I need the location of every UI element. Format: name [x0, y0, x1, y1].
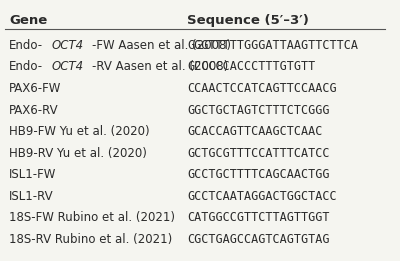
Text: ISL1-FW: ISL1-FW	[9, 168, 56, 181]
Text: 18S-RV Rubino et al. (2021): 18S-RV Rubino et al. (2021)	[9, 233, 172, 246]
Text: GCTGCGTTTCCATTTCATCC: GCTGCGTTTCCATTTCATCC	[187, 147, 330, 160]
Text: GCCCCCACCCTTTGTGTT: GCCCCCACCCTTTGTGTT	[187, 60, 316, 73]
Text: Endo-: Endo-	[9, 60, 43, 73]
Text: GGGTTTTTGGGATTAAGTTCTTCA: GGGTTTTTGGGATTAAGTTCTTCA	[187, 39, 358, 52]
Text: Gene: Gene	[9, 14, 47, 27]
Text: Sequence (5′–3′): Sequence (5′–3′)	[187, 14, 309, 27]
Text: CCAACTCCATCAGTTCCAACG: CCAACTCCATCAGTTCCAACG	[187, 82, 337, 95]
Text: CATGGCCGTTCTTAGTTGGT: CATGGCCGTTCTTAGTTGGT	[187, 211, 330, 224]
Text: GGCTGCTAGTCTTTCTCGGG: GGCTGCTAGTCTTTCTCGGG	[187, 104, 330, 116]
Text: GCACCAGTTCAAGCTCAAC: GCACCAGTTCAAGCTCAAC	[187, 125, 323, 138]
Text: PAX6-RV: PAX6-RV	[9, 104, 59, 116]
Text: OCT4: OCT4	[52, 39, 84, 52]
Text: GCCTGCTTTTCAGCAACTGG: GCCTGCTTTTCAGCAACTGG	[187, 168, 330, 181]
Text: HB9-RV Yu et al. (2020): HB9-RV Yu et al. (2020)	[9, 147, 147, 160]
Text: ISL1-RV: ISL1-RV	[9, 190, 54, 203]
Text: CGCTGAGCCAGTCAGTGTAG: CGCTGAGCCAGTCAGTGTAG	[187, 233, 330, 246]
Text: HB9-FW Yu et al. (2020): HB9-FW Yu et al. (2020)	[9, 125, 150, 138]
Text: OCT4: OCT4	[52, 60, 84, 73]
Text: -RV Aasen et al. (2008): -RV Aasen et al. (2008)	[92, 60, 228, 73]
Text: -FW Aasen et al. (2008): -FW Aasen et al. (2008)	[92, 39, 231, 52]
Text: Endo-: Endo-	[9, 39, 43, 52]
Text: GCCTCAATAGGACTGGCTACC: GCCTCAATAGGACTGGCTACC	[187, 190, 337, 203]
Text: PAX6-FW: PAX6-FW	[9, 82, 62, 95]
Text: 18S-FW Rubino et al. (2021): 18S-FW Rubino et al. (2021)	[9, 211, 175, 224]
